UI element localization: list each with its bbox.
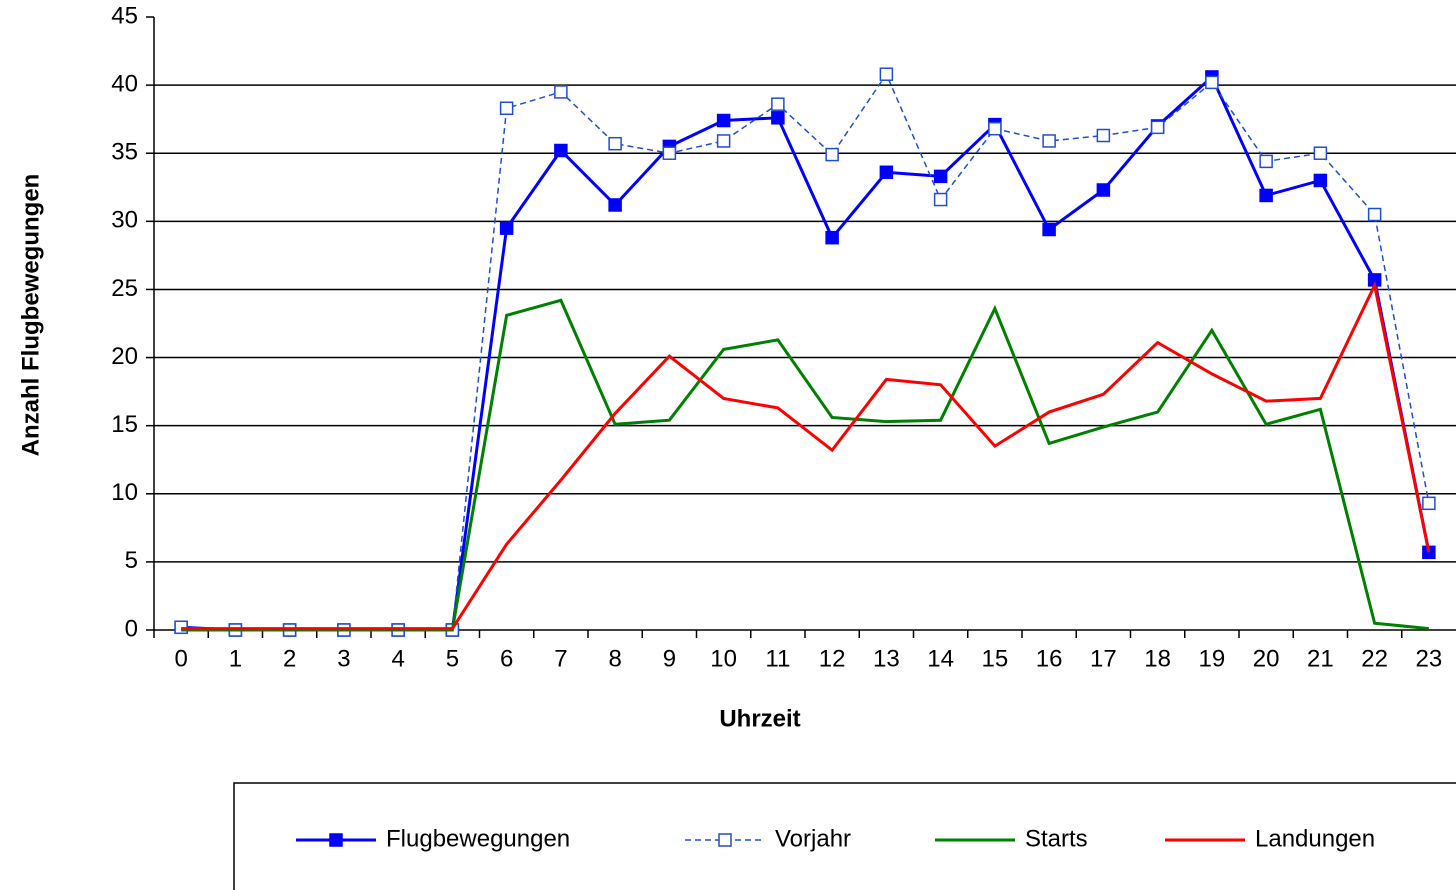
x-tick-label: 23 xyxy=(1416,645,1443,672)
y-tick-label: 0 xyxy=(125,615,138,642)
data-point xyxy=(1259,188,1273,203)
legend-label: Vorjahr xyxy=(775,825,851,852)
x-tick-label: 18 xyxy=(1144,645,1171,672)
y-tick-label: 35 xyxy=(111,139,138,166)
data-point xyxy=(933,192,948,207)
y-tick-label: 20 xyxy=(111,343,138,370)
legend-label: Flugbewegungen xyxy=(386,825,570,852)
series-line xyxy=(181,74,1431,632)
data-point xyxy=(716,113,731,128)
x-tick-label: 1 xyxy=(229,645,242,672)
x-tick-label: 9 xyxy=(663,645,676,672)
data-point xyxy=(1259,154,1273,169)
x-tick-label: 17 xyxy=(1090,645,1117,672)
data-point xyxy=(608,136,622,151)
y-tick-label: 25 xyxy=(111,275,138,302)
x-tick-label: 16 xyxy=(1036,645,1063,672)
x-tick-label: 19 xyxy=(1199,645,1226,672)
y-tick-label: 40 xyxy=(111,70,138,97)
data-point xyxy=(1042,222,1056,237)
data-point xyxy=(879,165,894,180)
data-point xyxy=(1313,146,1328,160)
x-tick-label: 14 xyxy=(927,645,954,672)
data-point xyxy=(825,230,839,245)
data-point xyxy=(716,134,731,148)
data-point xyxy=(554,85,568,99)
data-point xyxy=(1042,134,1056,148)
x-tick-label: 10 xyxy=(710,645,737,672)
y-tick-label: 5 xyxy=(125,547,138,574)
x-tick-label: 20 xyxy=(1253,645,1280,672)
legend-box xyxy=(233,782,1456,890)
data-point xyxy=(1150,120,1165,135)
y-tick-label: 45 xyxy=(111,2,138,29)
x-tick-label: 2 xyxy=(283,645,296,672)
data-point xyxy=(879,67,894,81)
data-point xyxy=(771,97,785,111)
x-tick-label: 8 xyxy=(608,645,621,672)
x-tick-label: 22 xyxy=(1361,645,1388,672)
x-tick-label: 13 xyxy=(873,645,900,672)
legend-marker xyxy=(718,833,732,847)
series-line xyxy=(181,280,1431,631)
x-tick-label: 11 xyxy=(765,645,790,672)
data-point xyxy=(1313,173,1328,188)
x-tick-label: 6 xyxy=(500,645,513,672)
data-point xyxy=(1422,496,1436,511)
x-tick-label: 12 xyxy=(819,645,846,672)
series-line xyxy=(181,72,1430,631)
data-point xyxy=(608,198,622,212)
x-tick-label: 21 xyxy=(1307,645,1334,672)
data-point xyxy=(554,143,568,158)
data-point xyxy=(988,121,1002,136)
x-axis-title: Uhrzeit xyxy=(719,705,800,732)
legend-label: Landungen xyxy=(1255,825,1375,852)
data-point xyxy=(933,169,948,184)
y-axis-title: Anzahl Flugbewegungen xyxy=(17,174,44,457)
legend-marker xyxy=(329,833,343,847)
x-tick-label: 4 xyxy=(391,645,404,672)
data-point xyxy=(1367,207,1382,222)
data-point xyxy=(771,111,785,125)
x-tick-label: 15 xyxy=(982,645,1009,672)
legend-label: Starts xyxy=(1025,825,1088,852)
data-point xyxy=(1205,75,1219,90)
data-point xyxy=(662,146,677,160)
series-line xyxy=(181,298,1430,632)
data-point xyxy=(1096,183,1111,197)
x-tick-label: 5 xyxy=(446,645,459,672)
y-tick-label: 30 xyxy=(111,207,138,234)
x-tick-label: 7 xyxy=(554,645,567,672)
data-point xyxy=(499,101,514,116)
x-tick-label: 3 xyxy=(337,645,350,672)
y-tick-label: 15 xyxy=(111,411,138,438)
data-point xyxy=(1096,128,1111,143)
x-tick-label: 0 xyxy=(174,645,187,672)
data-point xyxy=(499,221,514,235)
data-point xyxy=(825,147,839,162)
y-tick-label: 10 xyxy=(111,479,138,506)
